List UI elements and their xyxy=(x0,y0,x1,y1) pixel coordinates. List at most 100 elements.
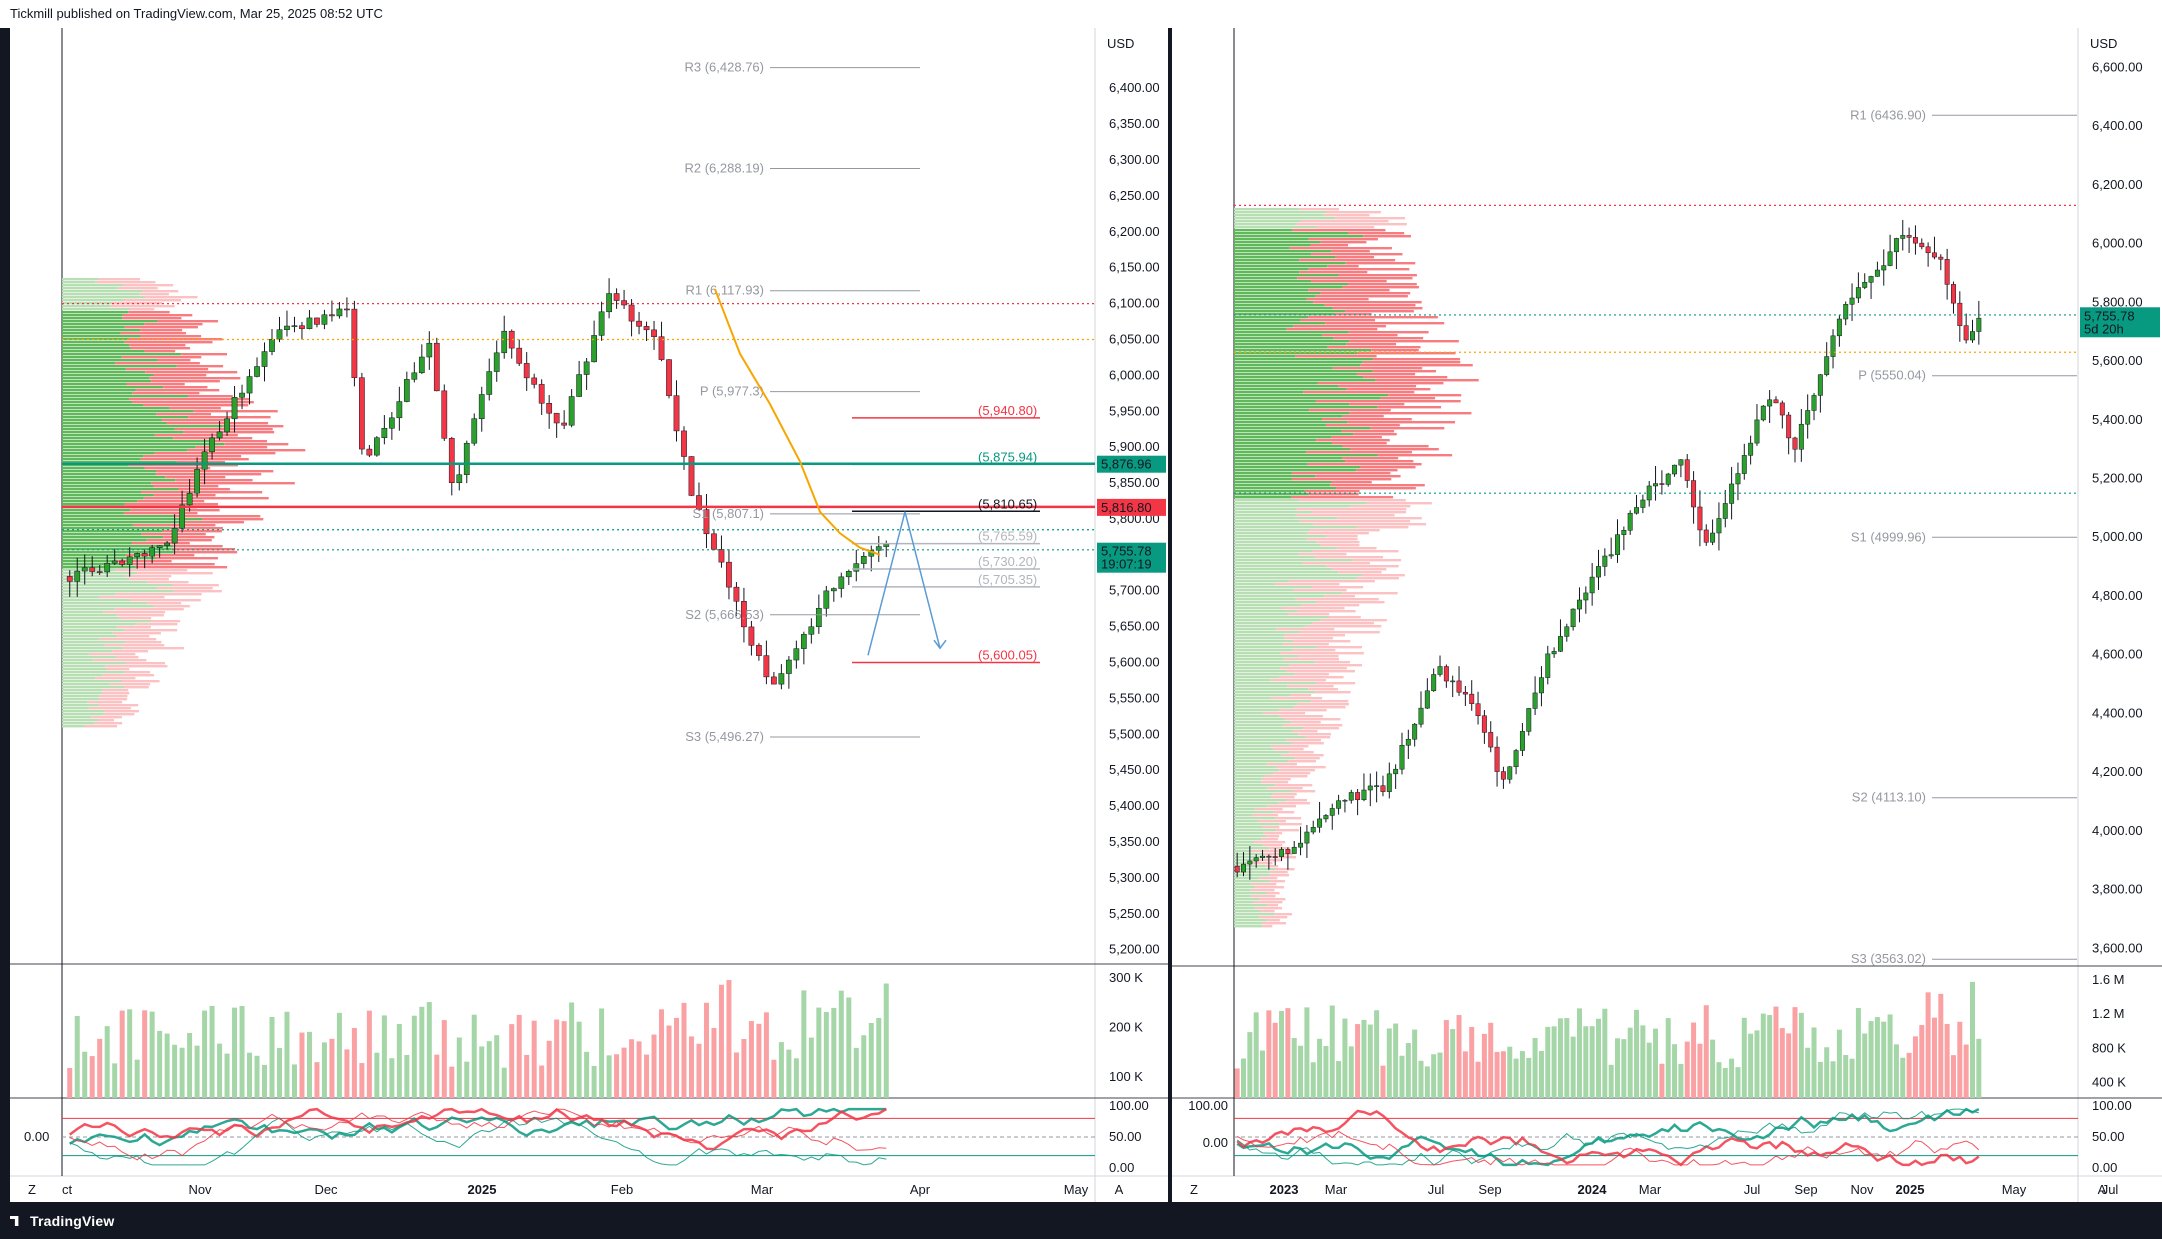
oscillator-left-label: 0.00 xyxy=(24,1129,49,1144)
pivot-level-label: R3 (6,428.76) xyxy=(685,60,765,75)
volume-profile-bar-sell xyxy=(1303,391,1415,394)
price-tick-label: 5,550.00 xyxy=(1109,690,1160,705)
volume-profile-bar-sell xyxy=(1264,775,1308,778)
volume-bar-down xyxy=(1272,1022,1278,1098)
volume-bar-up xyxy=(883,983,889,1098)
volume-profile-bar-sell xyxy=(1294,757,1320,760)
volume-profile-bar-buy xyxy=(62,392,133,395)
volume-profile-bar-sell xyxy=(1276,628,1335,631)
volume-profile-bar-buy xyxy=(1234,715,1280,718)
volume-bar-up xyxy=(336,1012,342,1098)
volume-profile-bar-sell xyxy=(125,641,162,644)
volume-profile-bar-buy xyxy=(62,575,126,578)
volume-bar-down xyxy=(629,1039,635,1098)
volume-profile-bar-buy xyxy=(62,560,115,563)
volume-bar-up xyxy=(396,1023,402,1098)
volume-profile-bar-buy xyxy=(1234,736,1306,739)
volume-profile-bar-buy xyxy=(1234,289,1309,292)
candle-up xyxy=(1545,653,1551,678)
volume-profile-bar-buy xyxy=(1234,256,1336,259)
volume-profile-bar-sell xyxy=(1275,868,1295,871)
volume-profile-bar-buy xyxy=(62,713,104,716)
volume-profile-bar-sell xyxy=(1328,616,1361,619)
volume-profile-bar-buy xyxy=(1234,229,1293,232)
volume-profile-bar-buy xyxy=(1234,733,1299,736)
volume-profile-bar-buy xyxy=(62,719,99,722)
candle-down xyxy=(538,384,545,404)
candle-down xyxy=(1786,414,1792,439)
volume-profile-bar-buy xyxy=(62,602,148,605)
volume-profile-bar-sell xyxy=(130,509,220,512)
volume-bar-up xyxy=(456,1037,462,1098)
volume-profile-bar-buy xyxy=(1234,688,1309,691)
volume-bar-down xyxy=(748,1021,754,1098)
volume-profile-bar-sell xyxy=(1300,220,1389,223)
volume-tick-label: 800 K xyxy=(2092,1040,2126,1055)
candle-up xyxy=(598,311,605,336)
volume-profile-bar-sell xyxy=(1326,535,1358,538)
volume-bar-up xyxy=(868,1023,874,1098)
volume-profile-bar-buy xyxy=(1234,382,1318,385)
volume-profile-bar-buy xyxy=(1234,415,1343,418)
volume-profile-bar-sell xyxy=(1270,697,1323,700)
volume-profile-bar-buy xyxy=(62,356,122,359)
volume-profile-bar-sell xyxy=(1281,754,1324,757)
volume-bar-down xyxy=(554,1019,560,1098)
candle-up xyxy=(231,397,238,420)
volume-profile-bar-sell xyxy=(135,389,220,392)
volume-profile-bar-buy xyxy=(1234,310,1346,313)
candle-down xyxy=(1951,284,1956,304)
volume-bar-down xyxy=(1443,1020,1449,1098)
volume-profile-bar-sell xyxy=(1303,727,1339,730)
volume-profile-bar-buy xyxy=(1234,364,1361,367)
target-level-label: (5,940.80) xyxy=(978,403,1037,418)
volume-tick-label: 200 K xyxy=(1109,1020,1143,1035)
candle-up xyxy=(800,634,807,649)
volume-profile-bar-sell xyxy=(149,377,241,380)
volume-profile-bar-buy xyxy=(1234,388,1347,391)
weekly-chart-svg[interactable]: USD 3,600.00 3,800.00 4,000.00 4,200.00 4,400… xyxy=(1172,28,2162,1202)
volume-profile-bar-buy xyxy=(62,458,141,461)
volume-bar-up xyxy=(1386,1028,1392,1098)
daily-chart-svg[interactable]: USD 5,200.00 5,250.00 5,300.00 5,350.00 5,400… xyxy=(10,28,1168,1202)
volume-profile-bar-sell xyxy=(1262,826,1280,829)
volume-profile-bar-sell xyxy=(1388,394,1462,397)
price-label-countdown: 19:07:19 xyxy=(1101,557,1152,572)
volume-profile-bar-sell xyxy=(102,674,155,677)
volume-profile-bar-buy xyxy=(62,338,129,341)
chart-pane-daily[interactable]: USD 5,200.00 5,250.00 5,300.00 5,350.00 5,400… xyxy=(10,28,1168,1202)
volume-profile-bar-buy xyxy=(1234,421,1348,424)
volume-bar-up xyxy=(1602,1008,1608,1098)
volume-bar-up xyxy=(1405,1043,1411,1098)
volume-bar-down xyxy=(299,1032,305,1098)
candle-down xyxy=(299,325,305,329)
candle-up xyxy=(793,648,800,661)
volume-profile-bar-buy xyxy=(62,611,104,614)
tradingview-logo[interactable]: TradingView xyxy=(10,1213,114,1229)
volume-profile-bar-buy xyxy=(1234,898,1260,901)
volume-profile-bar-buy xyxy=(1234,676,1279,679)
volume-profile-bar-sell xyxy=(1363,235,1411,238)
price-label-text: 5,755.78 xyxy=(2084,308,2135,323)
volume-profile-bar-sell xyxy=(1311,253,1403,256)
volume-bar-down xyxy=(441,1020,447,1098)
volume-profile-bar-sell xyxy=(1313,301,1422,304)
volume-bar-up xyxy=(172,1044,178,1098)
volume-profile-bar-buy xyxy=(1234,712,1263,715)
chart-pane-weekly[interactable]: USD 3,600.00 3,800.00 4,000.00 4,200.00 4,400… xyxy=(1172,28,2162,1202)
volume-profile-bar-sell xyxy=(1370,427,1445,430)
volume-profile-bar-buy xyxy=(62,377,150,380)
price-tick-label: 6,400.00 xyxy=(2092,118,2143,133)
volume-bar-up xyxy=(74,1016,80,1098)
candle-up xyxy=(1836,318,1842,337)
volume-profile-bar-sell xyxy=(101,689,129,692)
volume-profile-bar-sell xyxy=(1338,385,1417,388)
price-tick-label: 6,200.00 xyxy=(1109,224,1160,239)
volume-profile-bar-buy xyxy=(62,533,142,536)
volume-profile-bar-buy xyxy=(1234,520,1300,523)
time-tick-label: May xyxy=(1064,1182,1089,1197)
candle-up xyxy=(1881,265,1887,271)
volume-profile-bar-buy xyxy=(1234,808,1255,811)
volume-profile-bar-buy xyxy=(62,587,157,590)
volume-profile-bar-sell xyxy=(1366,502,1432,505)
